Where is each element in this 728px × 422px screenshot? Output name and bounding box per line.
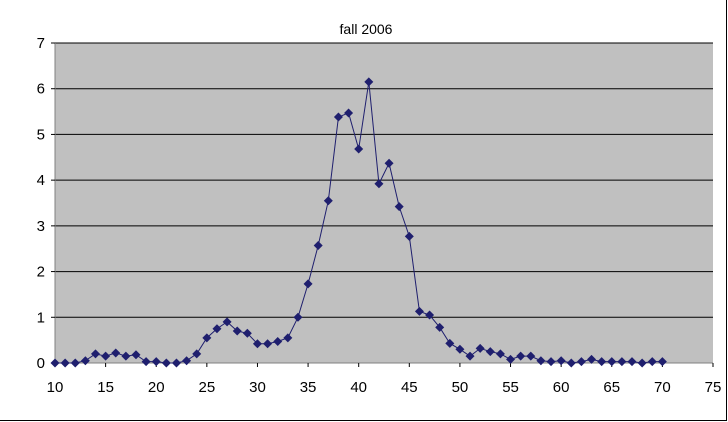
y-tick-labels: 0 1 2 3 4 5 6 7: [37, 35, 55, 372]
data-point: [121, 351, 131, 361]
data-point: [607, 357, 617, 367]
x-tick-label: 40: [350, 379, 367, 396]
data-point: [202, 333, 212, 343]
data-point: [566, 358, 576, 368]
x-tick-label: 55: [502, 379, 519, 396]
data-point: [647, 357, 657, 367]
data-point: [445, 338, 455, 348]
x-tick-label: 15: [97, 379, 114, 396]
data-point: [506, 354, 516, 364]
data-point: [151, 357, 161, 367]
data-point: [556, 356, 566, 366]
data-point: [232, 326, 242, 336]
data-point: [323, 196, 333, 206]
y-tick-label: 7: [37, 35, 45, 52]
gridlines: [55, 42, 713, 318]
x-tick-label: 70: [654, 379, 671, 396]
y-tick-label: 6: [37, 81, 45, 98]
data-point: [394, 202, 404, 212]
x-tick-label: 75: [705, 379, 722, 396]
data-point: [546, 357, 556, 367]
data-point: [485, 347, 495, 357]
plot-area: [55, 43, 713, 363]
data-point: [597, 357, 607, 367]
data-point: [80, 356, 90, 366]
data-point: [455, 344, 465, 354]
x-tick-label: 50: [452, 379, 469, 396]
data-point: [516, 351, 526, 361]
data-point: [627, 357, 637, 367]
data-point: [536, 356, 546, 366]
data-point: [384, 158, 394, 168]
data-point: [222, 317, 232, 327]
data-point: [404, 231, 414, 241]
data-point: [637, 358, 647, 368]
data-point: [101, 351, 111, 361]
data-point: [293, 312, 303, 322]
data-point: [364, 77, 374, 87]
data-point: [495, 349, 505, 359]
data-point: [657, 357, 667, 367]
data-point: [212, 324, 222, 334]
data-point: [313, 241, 323, 251]
y-tick-label: 0: [37, 355, 45, 372]
data-point: [344, 108, 354, 118]
chart-title: fall 2006: [340, 21, 393, 37]
x-tick-label: 20: [148, 379, 165, 396]
data-point: [617, 357, 627, 367]
data-point: [414, 306, 424, 316]
data-point: [475, 343, 485, 353]
data-point: [587, 354, 597, 364]
data-point: [90, 349, 100, 359]
data-point: [161, 358, 171, 368]
data-point: [374, 179, 384, 189]
x-tick-labels: 10 15 20 25 30 35 40 45 50 55 60 65 70 75: [47, 363, 722, 396]
data-point: [303, 279, 313, 289]
x-tick-label: 10: [47, 379, 64, 396]
data-point: [273, 337, 283, 347]
data-point: [70, 358, 80, 368]
x-tick-label: 60: [553, 379, 570, 396]
data-point: [435, 322, 445, 332]
data-point: [141, 357, 151, 367]
y-tick-label: 3: [37, 218, 45, 235]
x-tick-label: 65: [603, 379, 620, 396]
data-point: [60, 358, 70, 368]
data-point: [465, 351, 475, 361]
data-point: [131, 350, 141, 360]
data-point: [576, 357, 586, 367]
data-point: [263, 339, 273, 349]
x-tick-label: 45: [401, 379, 418, 396]
y-tick-label: 2: [37, 264, 45, 281]
x-tick-label: 30: [249, 379, 266, 396]
x-tick-label: 25: [199, 379, 216, 396]
x-tick-label: 35: [300, 379, 317, 396]
y-tick-label: 5: [37, 126, 45, 143]
data-point: [333, 112, 343, 122]
data-point: [283, 333, 293, 343]
data-point: [354, 144, 364, 154]
data-point: [111, 348, 121, 358]
data-point: [182, 356, 192, 366]
y-tick-label: 1: [37, 309, 45, 326]
data-point: [252, 339, 262, 349]
series-group: [50, 77, 667, 368]
data-point: [171, 358, 181, 368]
y-tick-label: 4: [37, 172, 45, 189]
data-point: [192, 349, 202, 359]
data-point: [526, 351, 536, 361]
data-point: [425, 310, 435, 320]
data-point: [50, 358, 60, 368]
data-point: [242, 328, 252, 338]
